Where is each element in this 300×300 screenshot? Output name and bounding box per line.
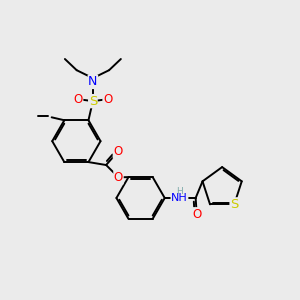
Text: O: O [193,208,202,221]
Text: NH: NH [171,193,188,203]
Text: O: O [113,145,122,158]
Text: S: S [89,94,97,108]
Text: O: O [114,171,123,184]
Text: O: O [74,93,83,106]
Text: O: O [103,93,112,106]
Text: S: S [230,198,238,211]
Text: N: N [88,76,98,88]
Text: H: H [176,187,183,196]
